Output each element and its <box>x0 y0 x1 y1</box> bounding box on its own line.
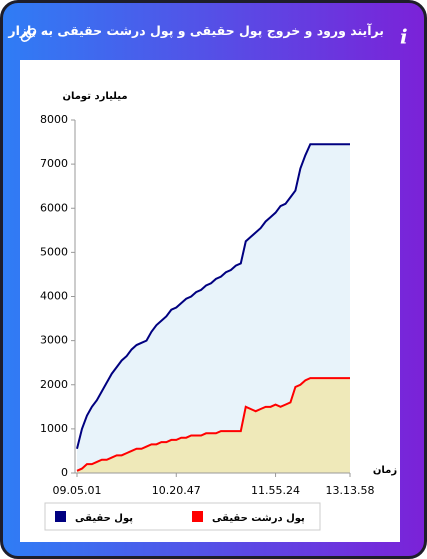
y-tick-label: 0 <box>61 466 68 479</box>
y-tick-label: 8000 <box>40 113 68 126</box>
series-line <box>76 377 350 472</box>
x-tick-label: 10.20.47 <box>152 484 201 497</box>
link-icon <box>20 28 37 42</box>
series-area <box>77 378 350 473</box>
y-tick-label: 4000 <box>40 290 68 303</box>
card-title: برآیند ورود و خروج پول حقیقی و پول درشت … <box>8 23 384 38</box>
x-axis-label: زمان <box>373 465 397 476</box>
y-tick-label: 6000 <box>40 201 68 214</box>
series-area <box>77 144 350 474</box>
legend-label: پول درشت حقیقی <box>212 513 305 524</box>
info-icon: i <box>400 25 408 49</box>
legend-swatch <box>55 511 66 522</box>
x-tick-label: 11.55.24 <box>251 484 300 497</box>
y-tick-label: 5000 <box>40 245 68 258</box>
y-tick-label: 7000 <box>40 157 68 170</box>
svg-text:i: i <box>400 25 408 49</box>
legend-swatch <box>192 511 203 522</box>
y-axis-label: میلیارد تومان <box>62 91 127 102</box>
x-tick-label: 09.05.01 <box>53 484 102 497</box>
y-tick-label: 2000 <box>40 378 68 391</box>
series-line <box>76 143 350 449</box>
x-tick-label: 13.13.58 <box>326 484 375 497</box>
y-tick-label: 3000 <box>40 334 68 347</box>
y-tick-label: 1000 <box>40 422 68 435</box>
legend <box>44 502 321 531</box>
legend-label: پول حقیقی <box>75 513 133 524</box>
